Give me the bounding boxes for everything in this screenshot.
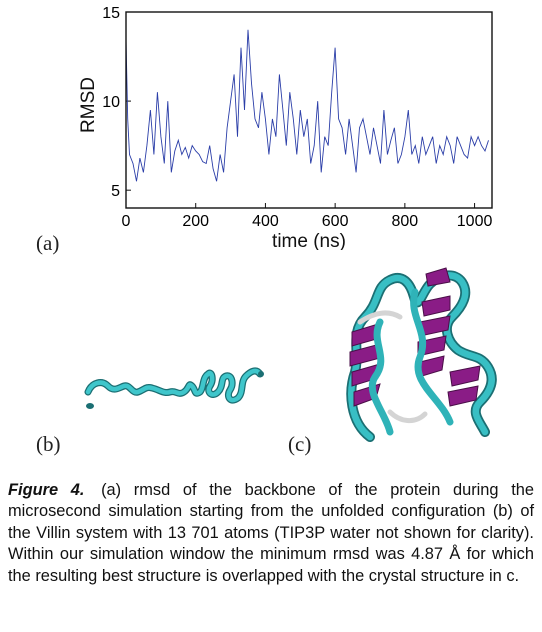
y-tick-label: 15 xyxy=(102,5,120,22)
x-tick-label: 400 xyxy=(252,213,279,230)
x-tick-label: 0 xyxy=(122,213,131,230)
x-axis-label: time (ns) xyxy=(272,231,346,250)
figure-caption: Figure 4. (a) rmsd of the backbone of th… xyxy=(8,480,534,587)
plot-frame xyxy=(125,11,493,209)
rmsd-chart: RMSD time (ns) 0 200 400 600 800 1000 5 10 15 xyxy=(78,5,493,250)
panel-label-a: (a) xyxy=(36,231,60,255)
y-axis-label: RMSD xyxy=(78,77,99,133)
figure-4: RMSD time (ns) 0 200 400 600 800 1000 5 10 15 (a… xyxy=(36,5,497,456)
y-tick-label: 5 xyxy=(111,183,120,200)
panel-label-c: (c) xyxy=(288,432,312,456)
rmsd-series-line xyxy=(125,29,489,182)
x-tick-label: 600 xyxy=(322,213,349,230)
y-tick-label: 10 xyxy=(102,94,120,111)
folded-structure-overlay-image xyxy=(346,267,497,442)
caption-label: Figure 4. xyxy=(8,481,85,499)
x-tick-label: 200 xyxy=(182,213,209,230)
x-tick-label: 1000 xyxy=(457,213,493,230)
unfolded-structure-image xyxy=(84,367,264,409)
x-tick-label: 800 xyxy=(392,213,419,230)
panel-label-b: (b) xyxy=(36,432,61,456)
caption-text: (a) rmsd of the backbone of the protein … xyxy=(8,481,534,585)
